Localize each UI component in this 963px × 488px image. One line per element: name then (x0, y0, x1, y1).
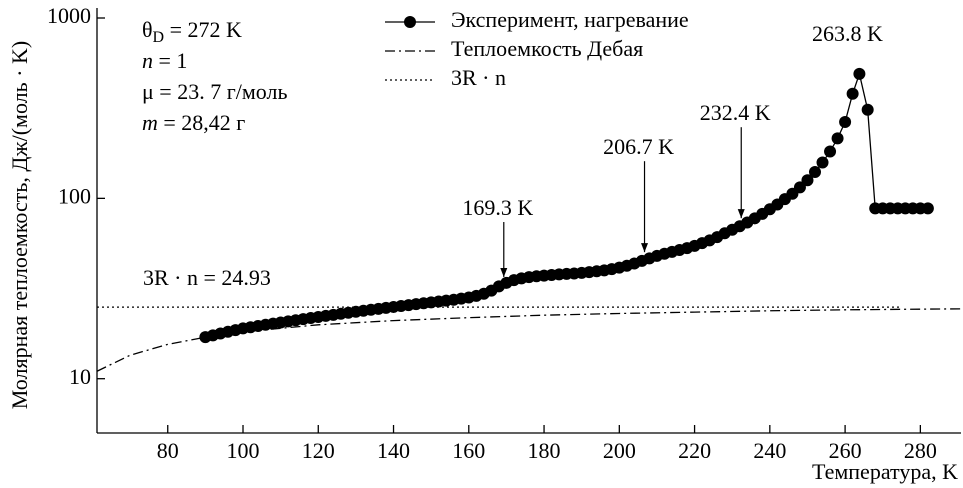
y-tick-label: 100 (58, 183, 91, 208)
annotation: 263.8 K (812, 21, 883, 46)
legend-label: Теплоемкость Дебая (451, 36, 643, 61)
annotation: 169.3 K (462, 195, 533, 220)
annotation: 206.7 K (603, 134, 674, 159)
data-point (831, 132, 844, 145)
x-tick-label: 140 (377, 438, 410, 463)
parameter-symbol: θ (142, 17, 153, 42)
x-tick-label: 120 (302, 438, 335, 463)
parameter-symbol: μ (142, 79, 154, 104)
parameter-text: = 1 (153, 48, 187, 73)
data-point (816, 156, 829, 169)
line-annotation: 3R · n = 24.93 (143, 265, 271, 290)
x-tick-label: 200 (603, 438, 636, 463)
parameter: m = 28,42 г (142, 110, 245, 135)
parameter-text: = 28,42 г (158, 110, 245, 135)
parameter: μ = 23. 7 г/моль (142, 79, 287, 104)
arrow-head (500, 268, 508, 278)
y-axis-label: Молярная теплоемкость, Дж/(моль · K) (7, 41, 32, 409)
data-point (801, 174, 814, 187)
x-tick-label: 220 (678, 438, 711, 463)
arrow-head (737, 209, 745, 219)
data-point (853, 67, 866, 80)
series-line (205, 71, 928, 338)
annotation: 232.4 K (700, 100, 771, 125)
x-axis-label: Температура, K (812, 459, 958, 484)
y-tick-label: 10 (69, 364, 91, 389)
data-point (839, 116, 852, 129)
data-point (921, 202, 934, 215)
arrow-head (641, 243, 649, 253)
x-tick-label: 160 (452, 438, 485, 463)
series-line (96, 308, 962, 372)
y-tick-label: 1000 (47, 3, 91, 28)
parameter-symbol: m (142, 110, 158, 135)
x-tick-label: 280 (904, 438, 937, 463)
x-tick-label: 100 (227, 438, 260, 463)
parameter: θD = 272 K (142, 17, 242, 46)
data-point (808, 165, 821, 178)
data-point (824, 145, 837, 158)
parameter-text: = 23. 7 г/моль (154, 79, 288, 104)
data-point (793, 181, 806, 194)
x-tick-label: 80 (157, 438, 179, 463)
x-tick-label: 180 (528, 438, 561, 463)
parameter-symbol: n (142, 48, 153, 73)
legend-label: Эксперимент, нагревание (451, 7, 689, 32)
parameter: n = 1 (142, 48, 187, 73)
x-tick-label: 240 (753, 438, 786, 463)
legend-label: 3R · n (451, 65, 506, 90)
parameter-subscript: D (153, 29, 165, 46)
data-point (861, 103, 874, 116)
data-point (846, 87, 859, 100)
x-tick-label: 260 (829, 438, 862, 463)
parameter-text: = 272 K (164, 17, 242, 42)
legend-marker (404, 16, 416, 28)
